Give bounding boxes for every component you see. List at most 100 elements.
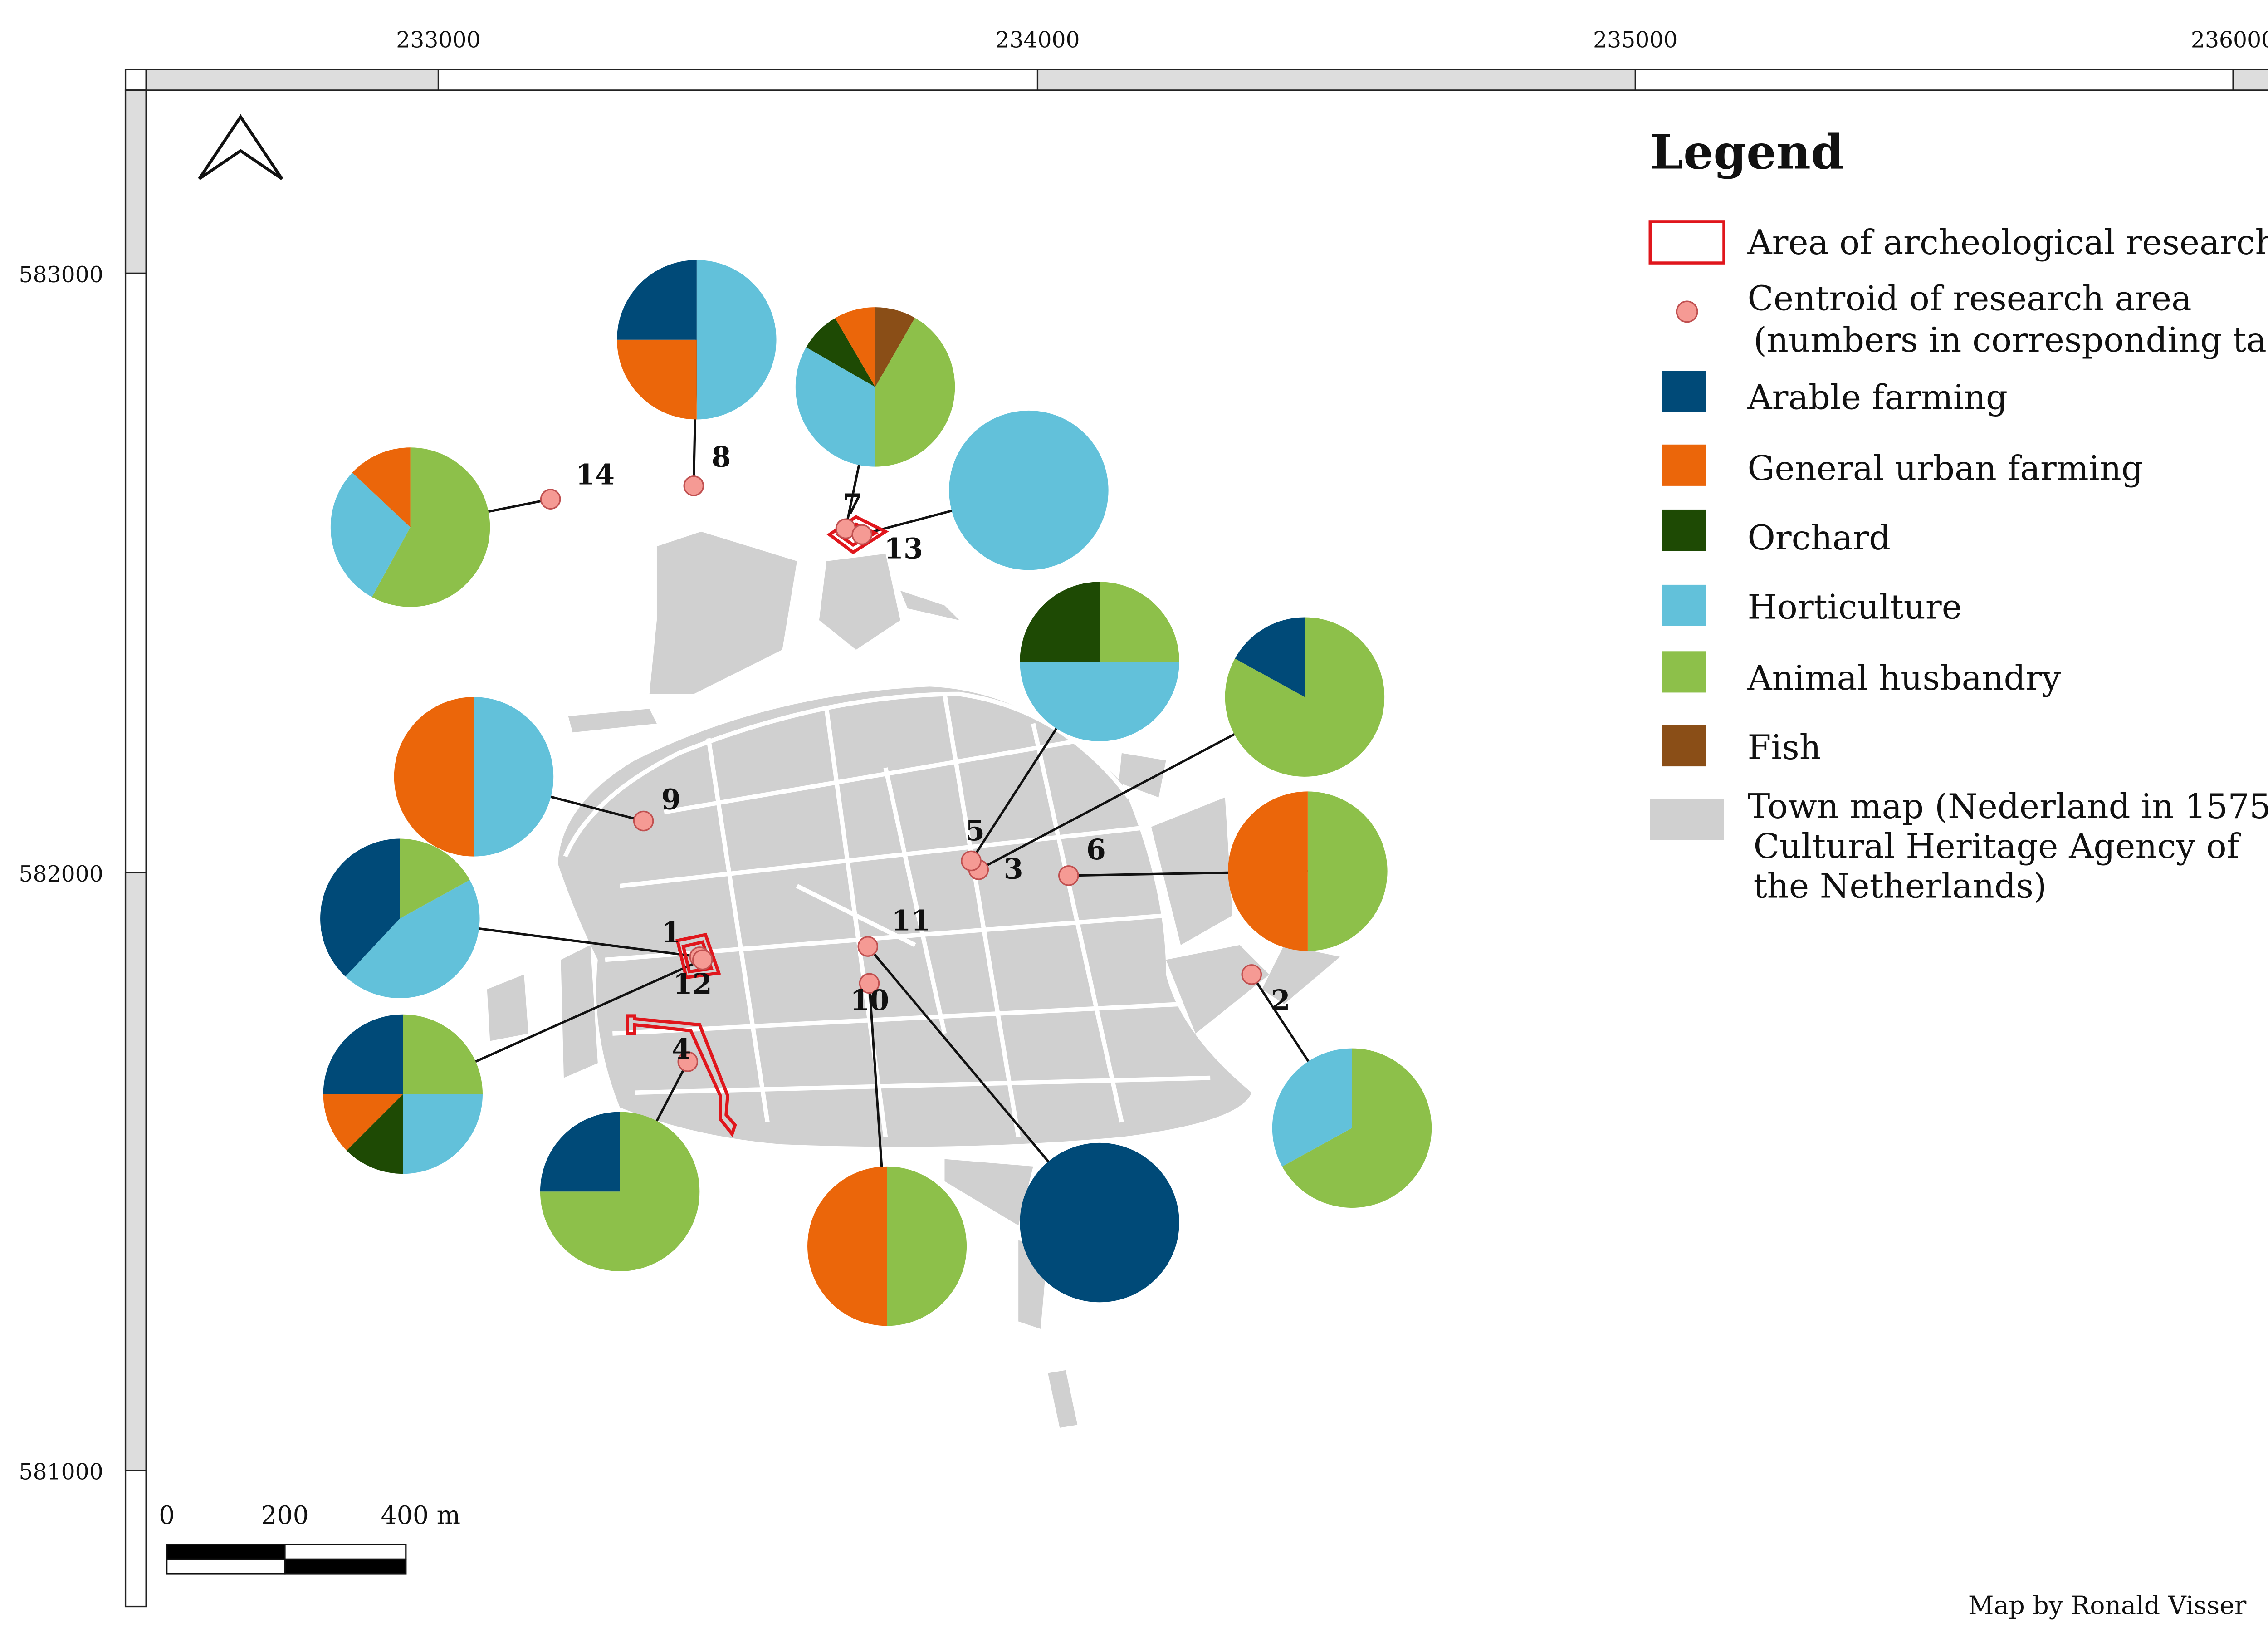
centroid-marker xyxy=(857,936,879,957)
pie-slice-horticulture xyxy=(403,1094,483,1174)
pie-site-2 xyxy=(1272,1048,1432,1208)
centroid-marker xyxy=(633,810,654,832)
legend-label: Animal husbandry xyxy=(1747,658,2062,698)
pie-slice-animal xyxy=(371,447,490,607)
centroid-marker xyxy=(692,949,713,970)
legend-town-swatch xyxy=(1650,799,1724,840)
pie-slice-animal xyxy=(887,1166,967,1326)
pie-slice-fish xyxy=(875,307,915,387)
site-label: 14 xyxy=(576,458,615,491)
centroid-marker xyxy=(961,850,982,872)
legend-label: the Netherlands) xyxy=(1754,867,2047,906)
x-tick-label: 236000 xyxy=(2191,27,2268,53)
centroid-marker xyxy=(1058,865,1079,886)
pie-site-6 xyxy=(1228,791,1388,951)
pie-slice-arable xyxy=(617,260,697,340)
map-credit: Map by Ronald Visser xyxy=(1968,1591,2247,1620)
pie-slice-horticulture xyxy=(345,880,480,998)
pie-site-12 xyxy=(323,1014,483,1174)
pie-site-5 xyxy=(1020,582,1179,741)
pie-site-14 xyxy=(330,447,490,607)
top-coordinate-ruler xyxy=(124,69,2268,91)
legend-fish-swatch xyxy=(1662,725,1706,767)
pie-site-11 xyxy=(1020,1142,1179,1303)
legend-label: Orchard xyxy=(1748,518,1891,558)
site-label: 4 xyxy=(672,1032,691,1065)
pie-site-10 xyxy=(807,1166,967,1326)
pie-slice-horticulture xyxy=(795,347,875,467)
pie-slice-arable xyxy=(323,1014,403,1094)
pie-slice-urban xyxy=(394,697,474,857)
centroid-marker xyxy=(683,475,704,496)
legend-label: Area of archeological research xyxy=(1747,223,2268,262)
pie-slice-arable xyxy=(1235,617,1305,697)
pie-slice-animal xyxy=(1100,582,1179,662)
scale-label: 0 xyxy=(159,1501,175,1530)
centroid-marker xyxy=(540,489,561,510)
centroids xyxy=(540,475,1262,1072)
site-label: 9 xyxy=(661,783,681,816)
centroid-marker xyxy=(677,1051,699,1072)
x-tick-label: 233000 xyxy=(396,27,480,53)
y-tick-label: 582000 xyxy=(19,861,103,887)
legend: Legend Area of archeological research Ce… xyxy=(1648,124,2268,906)
pie-site-3 xyxy=(1225,617,1385,777)
pie-slice-arable xyxy=(1020,1142,1179,1303)
y-tick-label: 583000 xyxy=(19,262,103,288)
left-coordinate-ruler xyxy=(124,89,147,1608)
site-label: 12 xyxy=(673,967,712,1000)
legend-label: (numbers in corresponding table) xyxy=(1754,320,2268,360)
y-tick-label: 581000 xyxy=(19,1459,103,1485)
pie-charts xyxy=(320,260,1432,1326)
pie-slice-horticulture xyxy=(1020,662,1179,741)
legend-label: Town map (Nederland in 1575, xyxy=(1748,787,2268,826)
pie-slice-animal xyxy=(1307,791,1388,951)
legend-label: General urban farming xyxy=(1748,449,2143,488)
x-tick-label: 235000 xyxy=(1593,27,1677,53)
pie-slice-arable xyxy=(320,838,400,977)
legend-animal-swatch xyxy=(1662,651,1706,693)
legend-orchard-swatch xyxy=(1662,509,1706,551)
research-area-1 xyxy=(675,932,721,980)
pie-slice-orchard xyxy=(806,318,875,387)
pie-site-1 xyxy=(320,838,480,998)
site-label: 5 xyxy=(965,814,985,847)
site-label: 11 xyxy=(891,904,930,937)
legend-arable-swatch xyxy=(1662,371,1706,412)
north-arrow-icon xyxy=(198,114,284,180)
centroid-marker xyxy=(1241,964,1262,985)
site-label: 1 xyxy=(661,916,681,949)
scale-label: 400 m xyxy=(381,1501,460,1530)
pie-slice-urban xyxy=(617,339,697,420)
pie-site-4 xyxy=(540,1112,700,1271)
scale-bar xyxy=(166,1544,407,1575)
site-label: 8 xyxy=(711,441,731,474)
legend-label: Arable farming xyxy=(1747,378,2008,417)
x-tick-label: 234000 xyxy=(995,27,1080,53)
pie-slice-horticulture xyxy=(474,697,554,857)
pie-slice-urban xyxy=(1228,791,1308,951)
legend-horticulture-swatch xyxy=(1662,584,1706,626)
legend-label: Horticulture xyxy=(1748,588,1962,627)
pie-slice-urban xyxy=(352,447,411,527)
legend-urban-swatch xyxy=(1662,444,1706,486)
pie-slice-animal xyxy=(1282,1048,1432,1208)
pie-slice-horticulture xyxy=(1272,1048,1352,1167)
centroid-marker xyxy=(859,973,880,994)
research-area-4 xyxy=(626,1014,737,1137)
pie-slice-urban xyxy=(323,1094,403,1151)
legend-label: Fish xyxy=(1748,728,1821,767)
site-label: 7 xyxy=(843,488,862,521)
pie-slice-horticulture xyxy=(949,410,1109,570)
centroid-marker xyxy=(851,524,873,545)
pie-site-9 xyxy=(394,697,554,857)
site-label: 2 xyxy=(1271,984,1290,1017)
pie-slice-urban xyxy=(807,1166,887,1326)
pie-slice-orchard xyxy=(1020,582,1100,662)
pie-slice-horticulture xyxy=(330,472,411,597)
pie-slice-orchard xyxy=(347,1094,403,1174)
site-label: 10 xyxy=(850,984,889,1017)
legend-label: Centroid of research area xyxy=(1748,279,2192,319)
